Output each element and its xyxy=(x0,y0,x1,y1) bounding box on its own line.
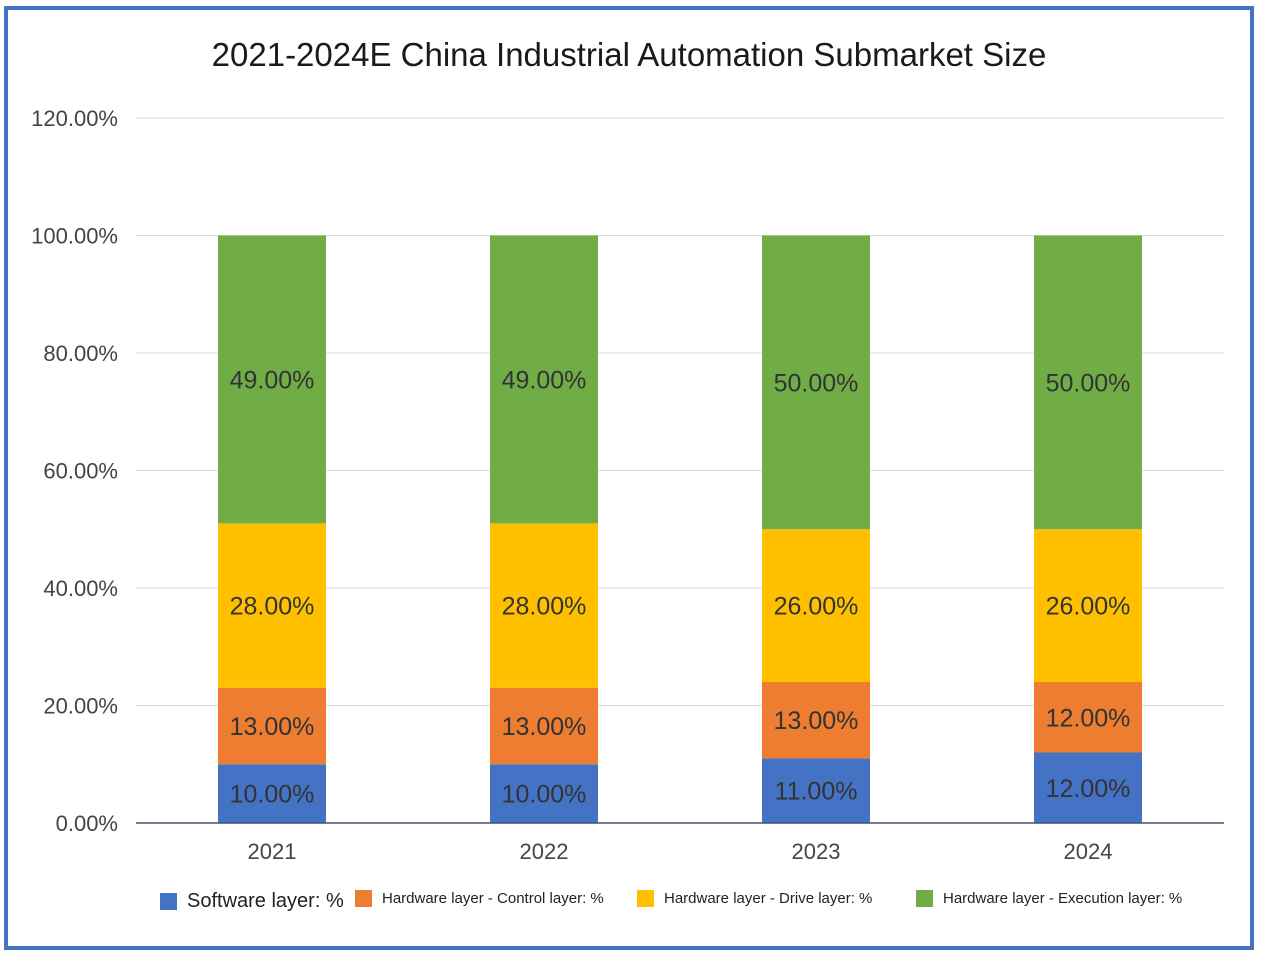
data-label: 28.00% xyxy=(502,593,587,621)
bar-segment xyxy=(218,687,326,765)
x-tick-label: 2022 xyxy=(520,839,569,864)
y-tick-label: 0.00% xyxy=(56,811,118,836)
bar-segment xyxy=(762,235,870,530)
legend-swatch xyxy=(637,890,654,907)
y-tick-label: 80.00% xyxy=(43,341,118,366)
data-label: 50.00% xyxy=(1046,369,1131,397)
legend-label: Hardware layer - Drive layer: % xyxy=(664,890,873,907)
data-label: 26.00% xyxy=(1046,593,1131,621)
bar-segment xyxy=(490,235,598,524)
bar-segment xyxy=(490,764,598,823)
data-label: 11.00% xyxy=(775,778,858,806)
legend-label: Hardware layer - Execution layer: % xyxy=(943,890,1183,907)
bar-segment xyxy=(1034,752,1142,823)
data-label: 13.00% xyxy=(230,713,315,741)
chart-legend: Software layer: % Hardware layer - Contro… xyxy=(160,890,1220,920)
data-label: 49.00% xyxy=(502,366,587,394)
bar-segment xyxy=(490,523,598,688)
bar-segment xyxy=(1034,235,1142,530)
bar-segment xyxy=(218,764,326,823)
chart-title: 2021-2024E China Industrial Automation S… xyxy=(211,36,1047,73)
y-tick-label: 60.00% xyxy=(43,459,118,484)
data-label: 50.00% xyxy=(774,369,859,397)
x-tick-label: 2021 xyxy=(248,839,297,864)
bar-segment xyxy=(490,687,598,765)
y-tick-label: 40.00% xyxy=(43,576,118,601)
y-tick-label: 120.00% xyxy=(31,106,118,131)
data-label: 13.00% xyxy=(502,713,587,741)
data-label: 28.00% xyxy=(230,593,315,621)
bar-segment xyxy=(1034,529,1142,682)
bar-segment xyxy=(762,758,870,823)
data-label: 13.00% xyxy=(774,707,859,735)
data-label: 12.00% xyxy=(1046,704,1131,732)
legend-swatch xyxy=(160,893,177,910)
bar-segment xyxy=(762,529,870,682)
data-label: 12.00% xyxy=(1046,775,1131,803)
legend-item: Hardware layer - Control layer: % xyxy=(355,890,604,907)
legend-item: Software layer: % xyxy=(160,890,344,913)
data-label: 10.00% xyxy=(230,781,315,809)
bar-segment xyxy=(762,682,870,759)
bar-segment xyxy=(1034,682,1142,753)
legend-swatch xyxy=(355,890,372,907)
y-tick-label: 20.00% xyxy=(43,694,118,719)
x-tick-label: 2023 xyxy=(792,839,841,864)
legend-item: Hardware layer - Drive layer: % xyxy=(637,890,872,907)
data-label: 49.00% xyxy=(230,366,315,394)
y-tick-label: 100.00% xyxy=(31,224,118,249)
x-tick-label: 2024 xyxy=(1064,839,1113,864)
legend-label: Hardware layer - Control layer: % xyxy=(382,890,604,907)
bar-segment xyxy=(218,523,326,688)
legend-label: Software layer: % xyxy=(187,890,344,912)
legend-item: Hardware layer - Execution layer: % xyxy=(916,890,1182,907)
bar-segment xyxy=(218,235,326,524)
data-label: 26.00% xyxy=(774,593,859,621)
data-label: 10.00% xyxy=(502,781,587,809)
legend-swatch xyxy=(916,890,933,907)
